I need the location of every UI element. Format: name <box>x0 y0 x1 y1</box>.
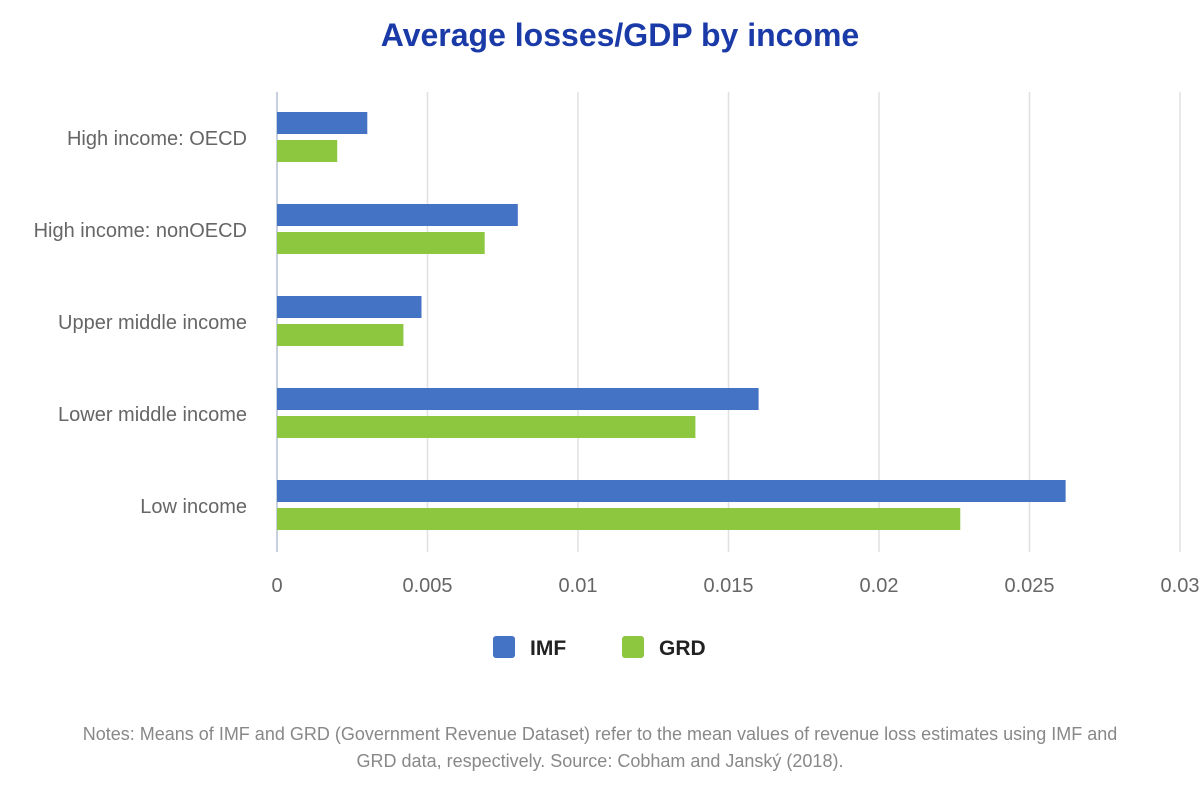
bar-grd <box>277 140 338 162</box>
bar-imf <box>277 112 368 134</box>
bar-imf <box>277 204 518 226</box>
legend: IMF GRD <box>493 636 706 660</box>
notes-line-2: GRD data, respectively. Source: Cobham a… <box>357 751 844 771</box>
x-tick-label: 0.03 <box>1161 575 1200 597</box>
category-label: Upper middle income <box>58 312 247 334</box>
category-label: High income: OECD <box>67 128 247 150</box>
bar-grd <box>277 508 961 530</box>
notes-line-1: Notes: Means of IMF and GRD (Government … <box>83 724 1117 744</box>
legend-label: GRD <box>659 637 706 660</box>
x-tick-label: 0.01 <box>559 575 598 597</box>
x-tick-label: 0.025 <box>1004 575 1054 597</box>
category-labels: High income: OECD High income: nonOECD Upp… <box>34 128 247 518</box>
bars <box>277 112 1066 530</box>
x-tick-label: 0.02 <box>860 575 899 597</box>
x-tick-label: 0.015 <box>703 575 753 597</box>
x-tick-labels: 0 0.005 0.01 0.015 0.02 0.025 0.03 <box>271 575 1199 597</box>
bar-grd <box>277 416 696 438</box>
x-tick-label: 0 <box>271 575 282 597</box>
legend-swatch-grd <box>622 636 644 658</box>
category-label: Lower middle income <box>58 404 247 426</box>
x-tick-label: 0.005 <box>402 575 452 597</box>
bar-imf <box>277 296 422 318</box>
bar-grd <box>277 324 404 346</box>
gridlines <box>276 92 1181 552</box>
legend-swatch-imf <box>493 636 515 658</box>
bar-imf <box>277 480 1066 502</box>
category-label: High income: nonOECD <box>34 220 247 242</box>
bar-imf <box>277 388 759 410</box>
category-label: Low income <box>140 496 247 518</box>
legend-label: IMF <box>530 637 566 660</box>
bar-grd <box>277 232 485 254</box>
chart-title: Average losses/GDP by income <box>381 17 859 53</box>
